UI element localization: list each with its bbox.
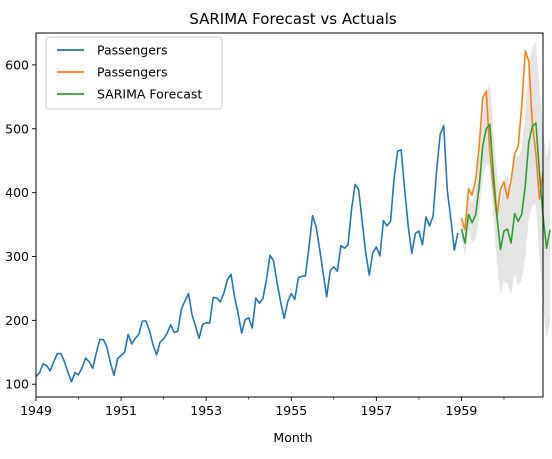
x-axis-label: Month bbox=[273, 430, 312, 445]
chart-title: SARIMA Forecast vs Actuals bbox=[189, 10, 397, 28]
y-tick-label: 200 bbox=[5, 313, 29, 328]
x-tick-label: 1949 bbox=[20, 403, 52, 418]
legend: Passengers Passengers SARIMA Forecast bbox=[45, 36, 223, 110]
plot-area bbox=[35, 41, 551, 383]
y-tick-label: 500 bbox=[5, 121, 29, 136]
x-tick-label: 1955 bbox=[275, 403, 307, 418]
legend-box bbox=[45, 36, 223, 110]
x-tick-label: 1959 bbox=[446, 403, 478, 418]
x-tick-label: 1953 bbox=[190, 403, 222, 418]
legend-label-3: SARIMA Forecast bbox=[97, 87, 202, 102]
series-line-1 bbox=[35, 124, 459, 383]
legend-label-2: Passengers bbox=[97, 65, 168, 80]
y-tick-label: 400 bbox=[5, 185, 29, 200]
plot-frame bbox=[35, 32, 544, 398]
y-tick-label: 600 bbox=[5, 57, 29, 72]
y-tick-label: 300 bbox=[5, 249, 29, 264]
x-tick-label: 1957 bbox=[360, 403, 392, 418]
y-axis: 100 200 300 400 500 600 bbox=[5, 57, 36, 392]
y-tick-label: 100 bbox=[5, 377, 29, 392]
x-axis: 1949 1951 1953 1955 1957 1959 bbox=[20, 397, 505, 418]
x-tick-label: 1951 bbox=[105, 403, 137, 418]
legend-label-1: Passengers bbox=[97, 43, 168, 58]
series-line-3 bbox=[460, 122, 551, 251]
series-line-2 bbox=[460, 50, 544, 231]
